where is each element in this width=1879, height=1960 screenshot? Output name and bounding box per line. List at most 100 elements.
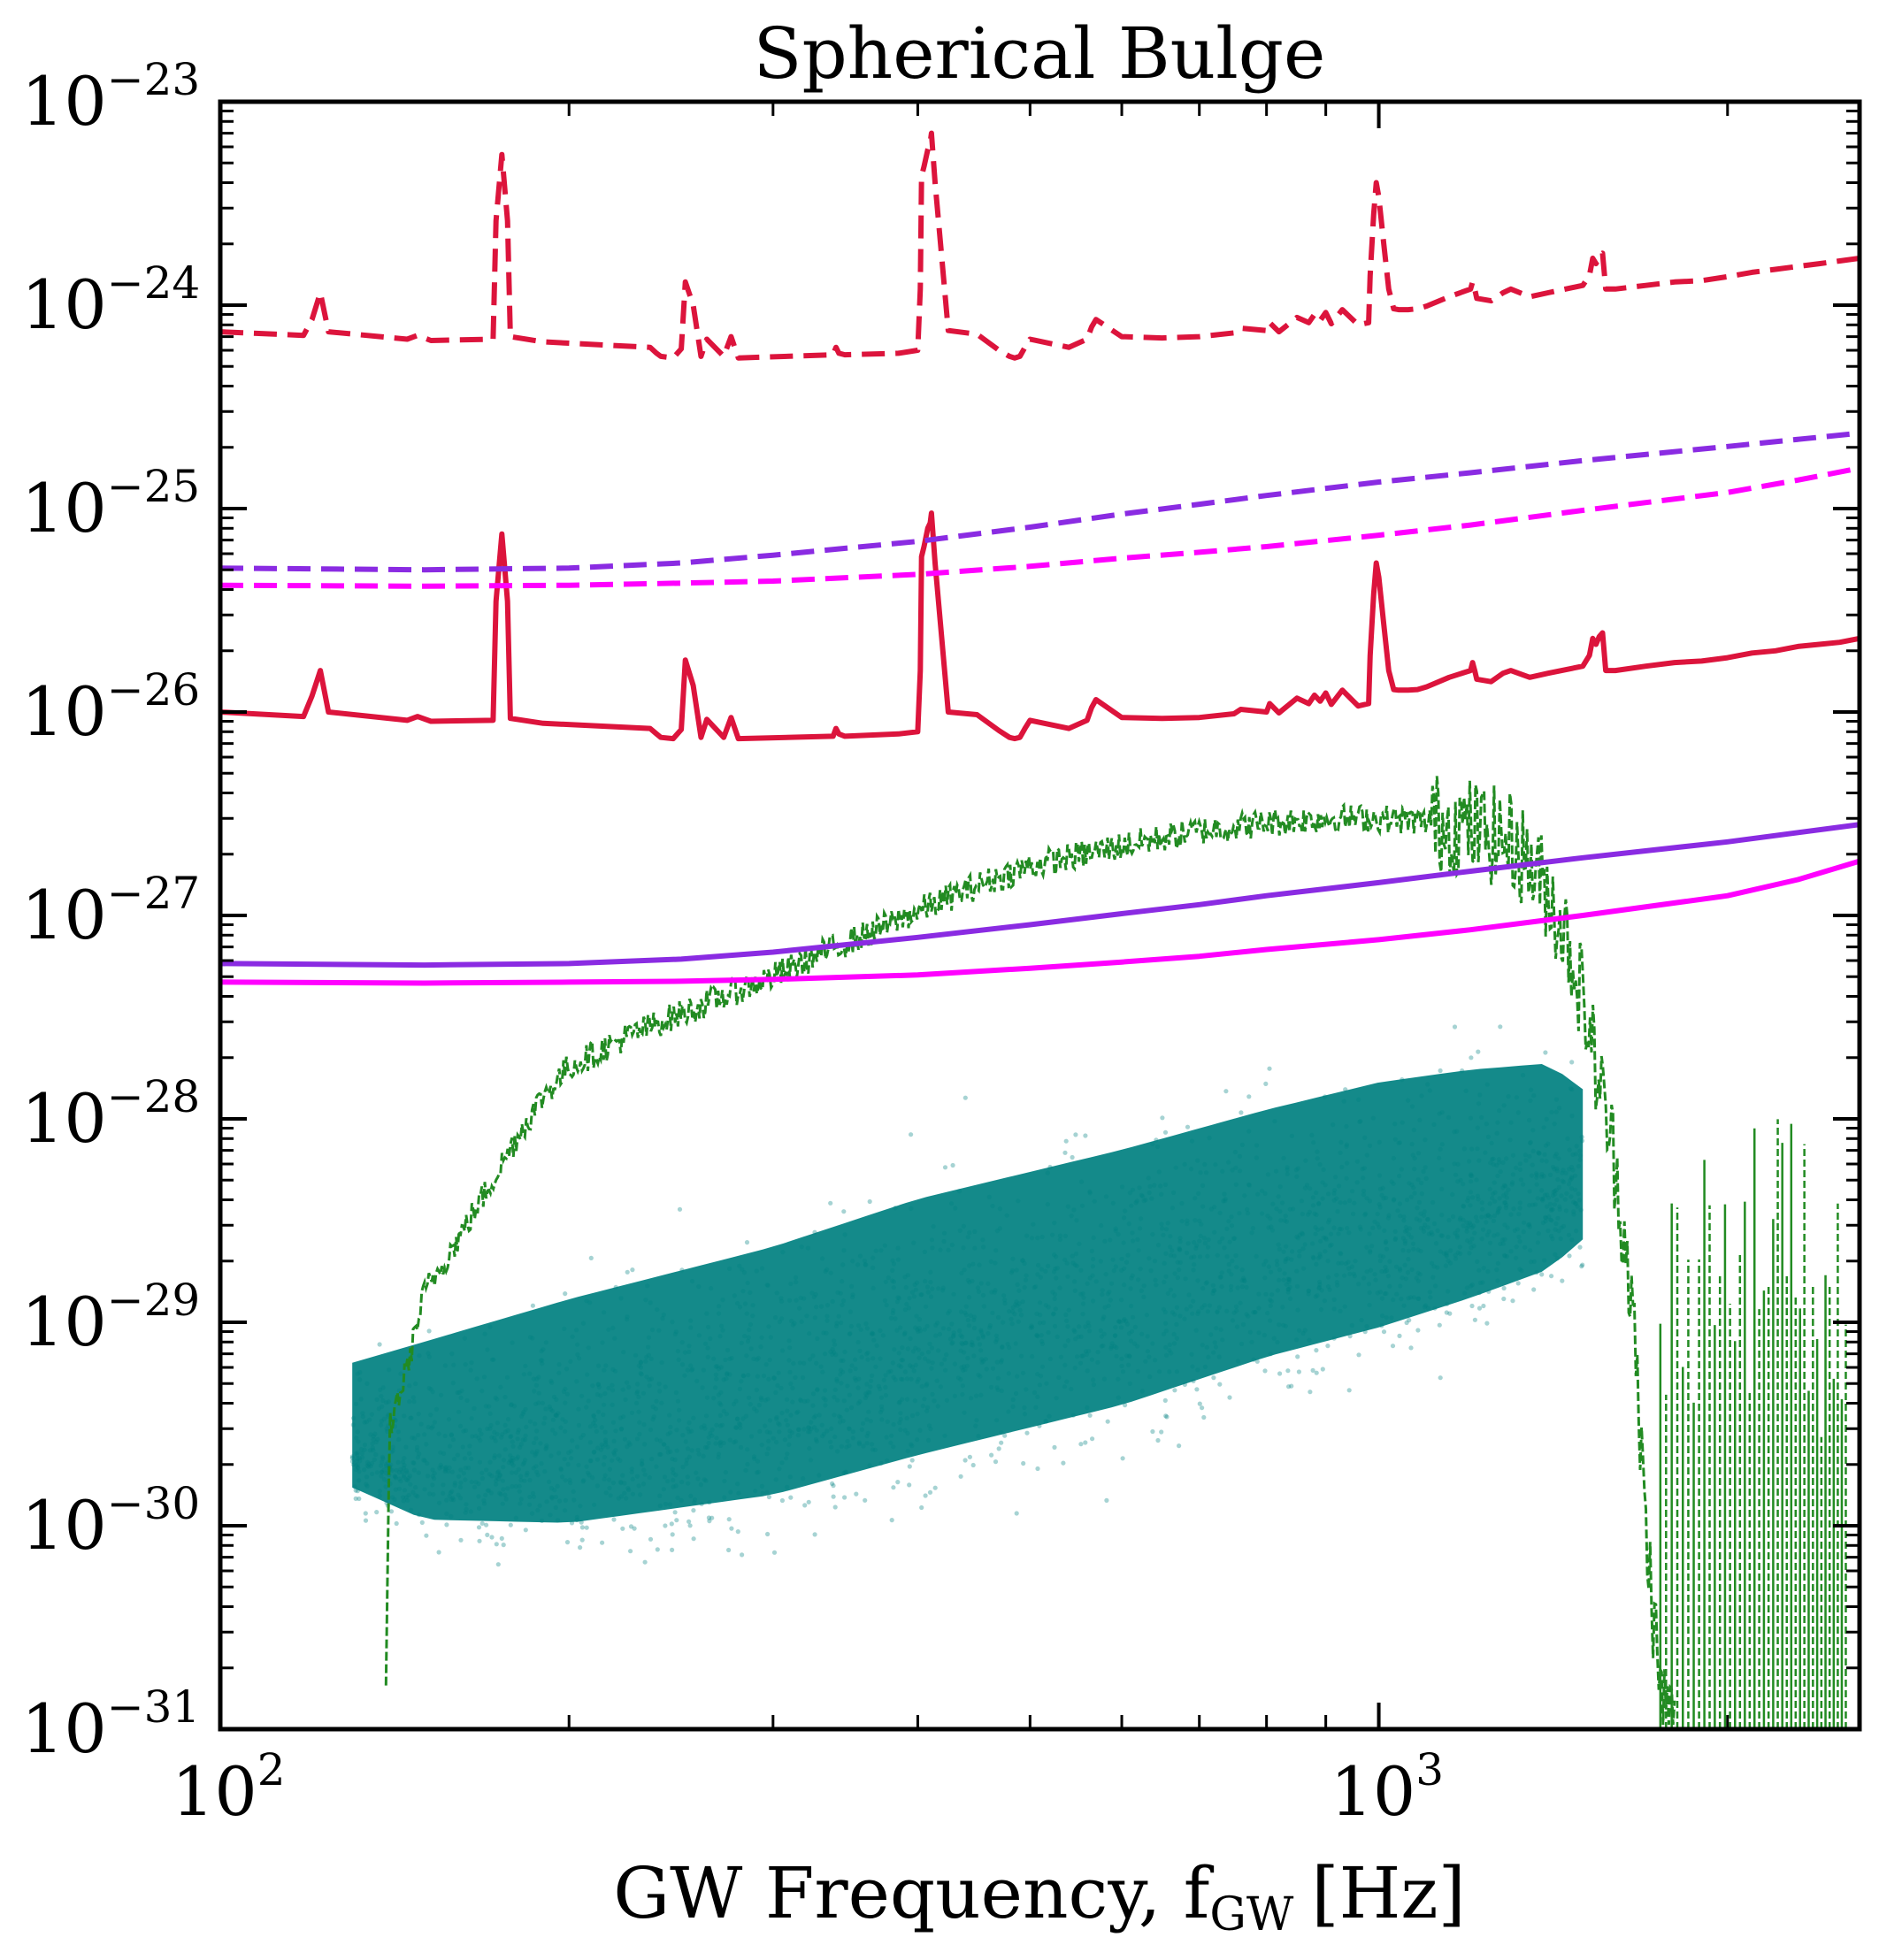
scatter-point: [855, 1385, 861, 1390]
scatter-point: [553, 1494, 559, 1499]
scatter-point: [898, 1411, 903, 1416]
scatter-point: [1229, 1214, 1234, 1220]
scatter-point: [855, 1401, 861, 1406]
scatter-point: [495, 1470, 501, 1475]
scatter-point: [1461, 1217, 1466, 1222]
scatter-point: [955, 1375, 961, 1381]
scatter-point: [1514, 1244, 1519, 1250]
scatter-point: [441, 1490, 446, 1496]
scatter-point: [1573, 1152, 1578, 1157]
scatter-point: [510, 1439, 515, 1444]
scatter-point: [1309, 1132, 1315, 1137]
scatter-point: [1475, 1219, 1480, 1224]
scatter-point: [1034, 1333, 1039, 1338]
scatter-point: [1373, 1277, 1378, 1282]
scatter-point: [1554, 1256, 1560, 1261]
scatter-point: [671, 1484, 676, 1489]
scatter-point: [1525, 1222, 1531, 1228]
scatter-point: [1037, 1321, 1043, 1326]
scatter-point: [1022, 1285, 1027, 1290]
scatter-point: [1454, 1235, 1461, 1240]
scatter-point: [703, 1444, 709, 1451]
scatter-point: [610, 1388, 616, 1393]
scatter-point: [1300, 1212, 1305, 1217]
scatter-point: [1161, 1306, 1166, 1312]
scatter-point: [396, 1436, 402, 1443]
scatter-point: [891, 1285, 896, 1290]
scatter-point: [1497, 1108, 1502, 1114]
scatter-point: [1539, 1188, 1545, 1193]
scatter-point: [367, 1448, 372, 1453]
scatter-point: [1139, 1389, 1145, 1394]
scatter-point: [398, 1478, 403, 1484]
scatter-point: [1544, 1159, 1549, 1164]
scatter-point: [743, 1467, 748, 1474]
scatter-point: [633, 1352, 639, 1358]
scatter-point: [824, 1313, 830, 1319]
scatter-point: [1050, 1290, 1055, 1295]
scatter-point: [752, 1456, 757, 1461]
scatter-point: [610, 1367, 616, 1372]
scatter-point: [1553, 1191, 1558, 1197]
scatter-point: [1439, 1142, 1445, 1147]
scatter-point: [1069, 1386, 1074, 1392]
scatter-point: [707, 1500, 712, 1505]
scatter-point: [1561, 1168, 1566, 1173]
scatter-point: [796, 1427, 801, 1433]
scatter-point: [1544, 1215, 1549, 1221]
scatter-point: [682, 1350, 688, 1355]
scatter-point: [430, 1390, 435, 1395]
scatter-point: [376, 1406, 381, 1412]
scatter-point: [1501, 1285, 1507, 1291]
scatter-point: [1500, 1185, 1506, 1191]
scatter-point: [1416, 1199, 1423, 1205]
scatter-point: [774, 1414, 779, 1420]
scatter-point: [939, 1361, 944, 1367]
scatter-point: [622, 1481, 627, 1486]
scatter-point: [1155, 1437, 1161, 1443]
scatter-point: [543, 1340, 549, 1345]
scatter-point: [422, 1458, 427, 1463]
scatter-point: [790, 1399, 795, 1405]
scatter-point: [1065, 1338, 1071, 1344]
scatter-point: [890, 1311, 895, 1316]
scatter-point: [539, 1461, 544, 1466]
scatter-point: [699, 1501, 704, 1506]
scatter-point: [1154, 1137, 1159, 1143]
scatter-point: [353, 1463, 359, 1468]
scatter-point: [1169, 1351, 1174, 1356]
scatter-point: [1444, 1252, 1449, 1258]
scatter-point: [1217, 1382, 1223, 1387]
scatter-point: [758, 1395, 763, 1400]
scatter-point: [1108, 1346, 1114, 1351]
scatter-point: [805, 1245, 811, 1251]
scatter-point: [1154, 1144, 1161, 1149]
scatter-point: [918, 1292, 924, 1298]
scatter-point: [1111, 1268, 1116, 1274]
scatter-point: [1540, 1196, 1545, 1201]
scatter-point: [661, 1487, 666, 1492]
scatter-point: [724, 1412, 730, 1417]
scatter-point: [942, 1433, 947, 1438]
scatter-point: [509, 1459, 514, 1464]
scatter-point: [1468, 1190, 1473, 1195]
scatter-point: [802, 1503, 808, 1508]
scatter-point: [787, 1434, 793, 1439]
scatter-point: [370, 1471, 375, 1476]
scatter-point: [509, 1434, 514, 1439]
scatter-point: [568, 1480, 573, 1486]
scatter-point: [625, 1269, 630, 1275]
scatter-point: [734, 1425, 740, 1430]
scatter-point: [1540, 1220, 1545, 1226]
scatter-point: [591, 1420, 596, 1426]
scatter-point: [1010, 1305, 1016, 1310]
scatter-point: [1318, 1238, 1323, 1244]
scatter-point: [1408, 1295, 1414, 1300]
scatter-point: [878, 1410, 884, 1415]
scatter-point: [1392, 1137, 1398, 1142]
scatter-point: [1411, 1246, 1416, 1252]
scatter-point: [410, 1489, 416, 1495]
scatter-point: [1277, 1371, 1283, 1376]
scatter-point: [1077, 1324, 1082, 1329]
scatter-point: [1368, 1250, 1373, 1255]
